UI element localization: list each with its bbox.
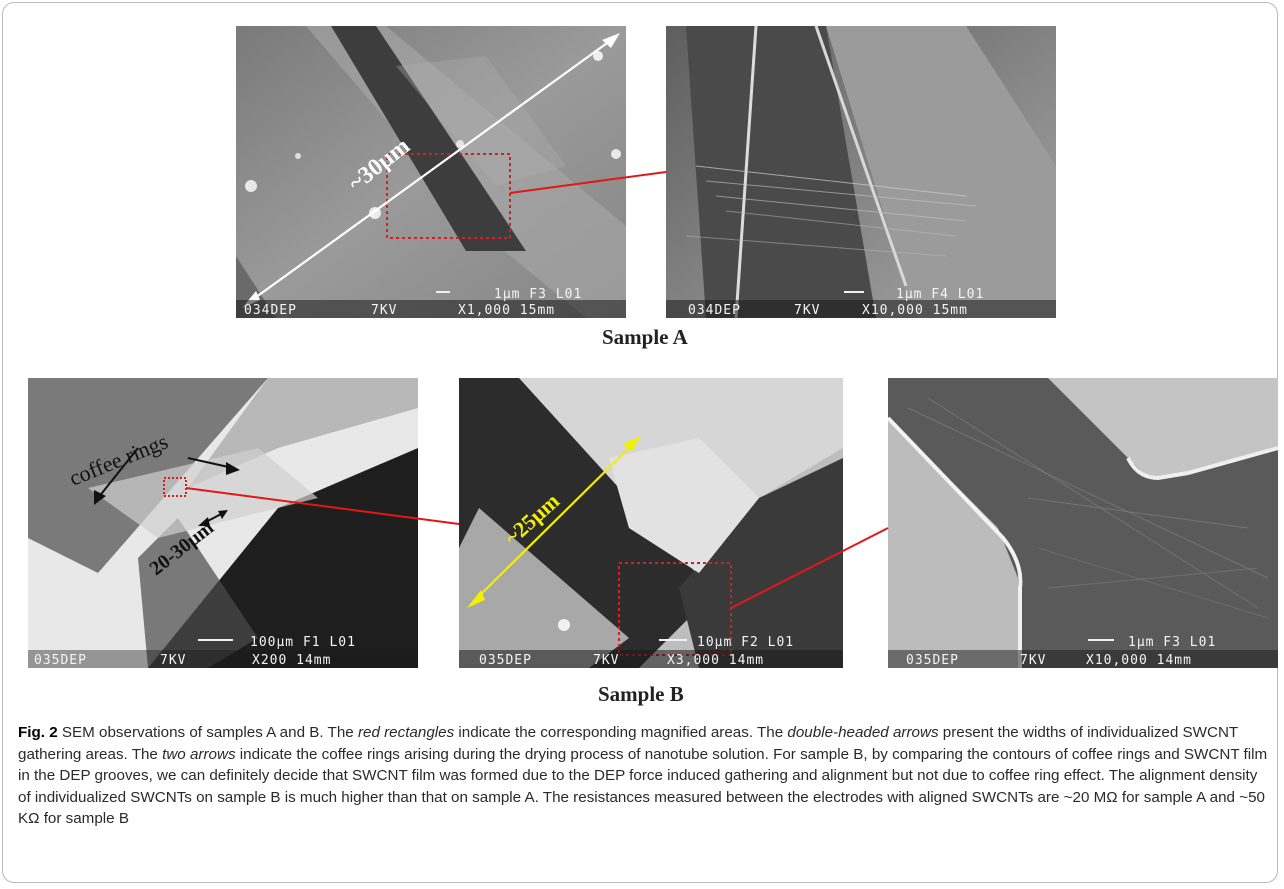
- sem-footer-b3-mid: 7KV: [1020, 653, 1046, 668]
- sem-scale-a1: 1μm F3 L01: [494, 287, 582, 302]
- sem-footer-a1-right: X1,000 15mm: [458, 303, 555, 318]
- sem-footer-b1-left: 035DEP: [34, 653, 87, 668]
- sem-footer-a1-left: 034DEP: [244, 303, 297, 318]
- caption-text-3: present the widths of individualized SWC…: [18, 724, 1238, 763]
- caption-emphasis-3: two arrows: [162, 745, 236, 763]
- sem-footer-b3-left: 035DEP: [906, 653, 959, 668]
- sem-image-b2: ~25μm 035DEP 7KV X3,000 14mm 10μm F2 L01: [459, 378, 843, 668]
- caption-emphasis-1: red rectangles: [357, 724, 455, 741]
- sem-footer-b2-mid: 7KV: [593, 653, 619, 668]
- sample-b-label: Sample B: [598, 682, 684, 706]
- sem-footer-a2-right: X10,000 15mm: [862, 303, 968, 318]
- sem-image-a2: 034DEP 7KV X10,000 15mm 1μm F4 L01: [666, 26, 1056, 318]
- caption-fig-label: Fig. 2: [18, 724, 58, 741]
- sem-image-b3: 035DEP 7KV X10,000 14mm 1μm F3 L01: [888, 378, 1278, 668]
- sem-footer-b2-left: 035DEP: [479, 653, 532, 668]
- sem-footer-b2-right: X3,000 14mm: [667, 653, 764, 668]
- sem-footer-b1-mid: 7KV: [160, 653, 186, 668]
- sem-scale-a2: 1μm F4 L01: [896, 287, 984, 302]
- figure-caption: Fig. 2 SEM observations of samples A and…: [18, 722, 1268, 830]
- sem-scale-b3: 1μm F3 L01: [1128, 635, 1216, 650]
- sem-footer-b1-right: X200 14mm: [252, 653, 331, 668]
- sem-footer-b3-right: X10,000 14mm: [1086, 653, 1192, 668]
- sem-scale-b1: 100μm F1 L01: [250, 635, 356, 650]
- caption-text-1: SEM observations of samples A and B. The: [57, 724, 358, 741]
- sem-footer-a2-mid: 7KV: [794, 303, 820, 318]
- caption-emphasis-2: double-headed arrows: [787, 724, 939, 741]
- sem-footer-a2-left: 034DEP: [688, 303, 741, 318]
- caption-text-2: indicate the corresponding magnified are…: [454, 724, 788, 741]
- sem-footer-a1-mid: 7KV: [371, 303, 397, 318]
- sem-scale-b2: 10μm F2 L01: [697, 635, 794, 650]
- caption-text-4: indicate the coffee rings arising during…: [18, 745, 1268, 828]
- sample-a-label: Sample A: [602, 325, 688, 349]
- sem-image-a1: ~30μm 034DEP 7KV X1,000 15mm 1μm F3 L01: [236, 26, 626, 318]
- sem-image-b1: coffee rings 20-30μm 035DEP 7KV X200 14m…: [28, 378, 418, 668]
